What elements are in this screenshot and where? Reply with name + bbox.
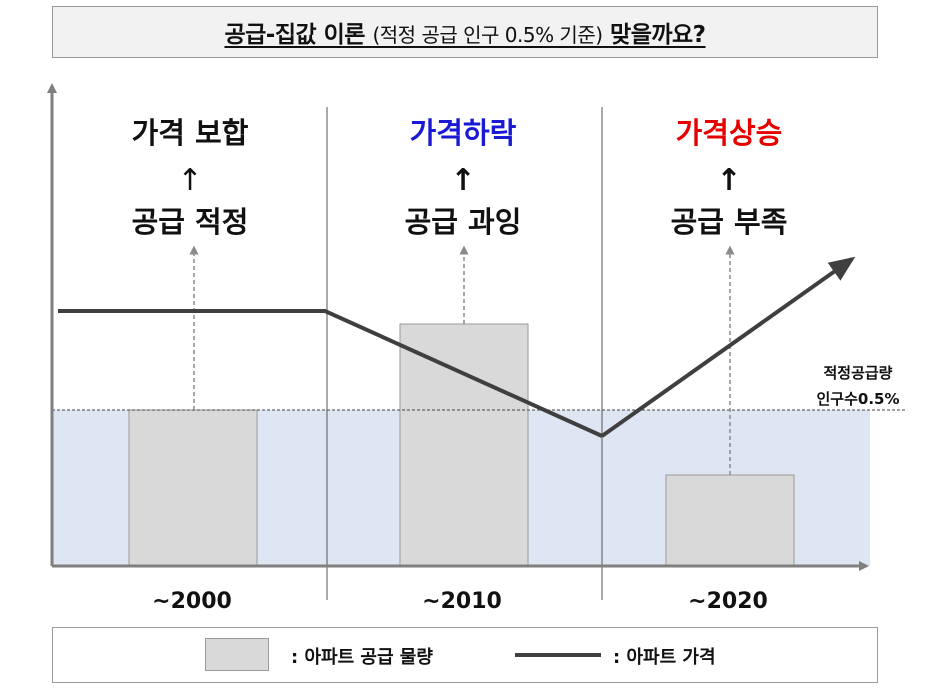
title-box: 공급-집값 이론 (적정 공급 인구 0.5% 기준) 맞을까요?	[52, 6, 878, 58]
legend-price-label: : 아파트 가격	[613, 647, 716, 668]
up-arrow-3: ↑	[716, 163, 741, 198]
legend-supply-label: : 아파트 공급 물량	[291, 647, 433, 668]
supply-bar-2010	[399, 323, 529, 567]
legend: : 아파트 공급 물량 : 아파트 가격	[52, 627, 878, 683]
up-arrow-2: ↑	[450, 163, 475, 198]
title-subtitle: (적정 공급 인구 0.5% 기준)	[372, 23, 603, 47]
result-label-1: 가격 보합	[132, 116, 249, 150]
page-title: 공급-집값 이론 (적정 공급 인구 0.5% 기준) 맞을까요?	[224, 15, 706, 49]
period-label-2: ~2010	[422, 589, 502, 614]
supply-bar-2020	[665, 474, 795, 567]
price-line	[58, 309, 603, 438]
result-label-2: 가격하락	[410, 116, 517, 150]
cause-label-1: 공급 적정	[132, 205, 249, 239]
legend-price-line	[515, 653, 601, 657]
period-label-1: ~2000	[152, 589, 232, 614]
up-arrow-1: ↑	[177, 163, 202, 198]
price-rise-arrow	[600, 256, 856, 438]
supply-bar-2000	[128, 409, 258, 567]
result-label-3: 가격상승	[676, 116, 783, 150]
threshold-label-line1: 적정공급량	[823, 364, 892, 382]
cause-label-3: 공급 부족	[671, 205, 788, 239]
title-tail: 맞을까요?	[610, 22, 706, 48]
threshold-label-line2: 인구수0.5%	[816, 390, 899, 408]
period-label-3: ~2020	[688, 589, 768, 614]
cause-label-2: 공급 과잉	[405, 205, 522, 239]
title-main: 공급-집값 이론	[224, 22, 365, 48]
supply-price-diagram: 가격 보합 ↑ 공급 적정 가격하락 ↑ 공급 과잉 가격상승 ↑ 공급 부족 …	[47, 83, 905, 614]
legend-supply-swatch	[205, 638, 269, 671]
